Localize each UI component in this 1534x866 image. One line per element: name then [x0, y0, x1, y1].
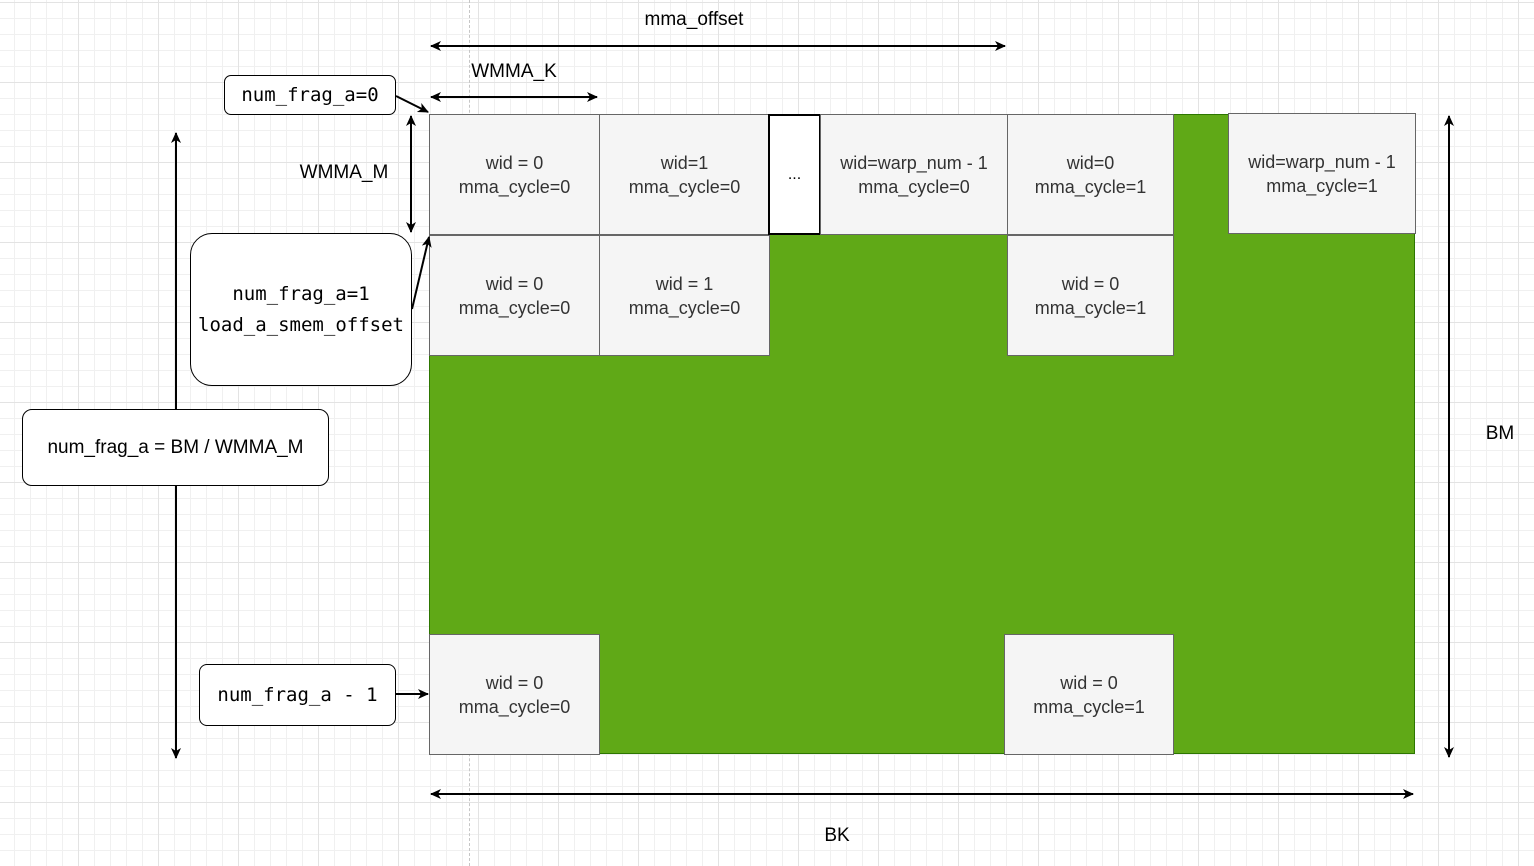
- fragment-cell-r1c1: wid = 1 mma_cycle=0: [599, 235, 770, 356]
- num-frag-a-count-callout: num_frag_a = BM / WMMA_M: [22, 409, 329, 486]
- cell-wid: wid = 0: [485, 273, 544, 294]
- cell-wid: wid = 1: [655, 273, 714, 294]
- cell-wid: wid=0: [1066, 152, 1115, 173]
- callout-text: num_frag_a=0: [241, 84, 379, 106]
- fragment-cell-r1c0: wid = 0 mma_cycle=0: [429, 235, 600, 356]
- cell-mma-cycle: mma_cycle=1: [1034, 176, 1147, 197]
- wmma-m-label: WMMA_M: [299, 162, 389, 183]
- cell-mma-cycle: mma_cycle=0: [458, 176, 571, 197]
- callout-text: num_frag_a = BM / WMMA_M: [47, 436, 304, 458]
- fragment-cell-r0c4: wid=0 mma_cycle=1: [1007, 114, 1174, 235]
- cell-mma-cycle: mma_cycle=1: [1034, 297, 1147, 318]
- cell-wid: wid = 0: [1061, 273, 1120, 294]
- cell-wid: wid=warp_num - 1: [840, 152, 988, 173]
- cell-wid: wid = 0: [485, 152, 544, 173]
- frag0-pointer-arrow: [395, 95, 429, 113]
- cell-mma-cycle: mma_cycle=0: [858, 176, 970, 197]
- fragment-cell-r0c1: wid=1 mma_cycle=0: [599, 114, 770, 235]
- ellipsis-text: ...: [787, 165, 802, 183]
- bm-label: BM: [1485, 423, 1515, 444]
- fragment-cell-last-c4: wid = 0 mma_cycle=1: [1004, 634, 1174, 755]
- fragment-cell-r0c3: wid=warp_num - 1 mma_cycle=0: [820, 114, 1008, 235]
- cell-wid: wid=1: [660, 152, 709, 173]
- fragment-cell-r0c0: wid = 0 mma_cycle=0: [429, 114, 600, 235]
- fragment-cell-r0c6: wid=warp_num - 1 mma_cycle=1: [1228, 113, 1416, 234]
- cell-wid: wid = 0: [1060, 672, 1118, 693]
- num-frag-a-1-callout: num_frag_a=1 load_a_smem_offset: [190, 233, 412, 386]
- num-frag-a-last-callout: num_frag_a - 1: [199, 664, 396, 726]
- bk-label: BK: [824, 825, 850, 846]
- fragment-cell-r1c4: wid = 0 mma_cycle=1: [1007, 235, 1174, 356]
- mma-offset-label: mma_offset: [644, 9, 744, 30]
- cell-wid: wid=warp_num - 1: [1248, 151, 1396, 172]
- callout-text-line2: load_a_smem_offset: [198, 313, 404, 336]
- frag1-pointer-arrow: [411, 236, 432, 310]
- num-frag-a-0-callout: num_frag_a=0: [224, 75, 396, 115]
- cell-mma-cycle: mma_cycle=1: [1033, 696, 1145, 717]
- callout-text: num_frag_a - 1: [217, 684, 378, 706]
- cell-mma-cycle: mma_cycle=0: [628, 176, 741, 197]
- cell-mma-cycle: mma_cycle=0: [458, 696, 571, 717]
- cell-mma-cycle: mma_cycle=0: [628, 297, 741, 318]
- cell-mma-cycle: mma_cycle=0: [458, 297, 571, 318]
- cell-wid: wid = 0: [485, 672, 544, 693]
- callout-text-line1: num_frag_a=1: [232, 282, 370, 305]
- fragment-ellipsis: ...: [768, 114, 821, 235]
- fragment-cell-last-c0: wid = 0 mma_cycle=0: [429, 634, 600, 755]
- cell-mma-cycle: mma_cycle=1: [1266, 175, 1378, 196]
- wmma-k-label: WMMA_K: [471, 61, 557, 82]
